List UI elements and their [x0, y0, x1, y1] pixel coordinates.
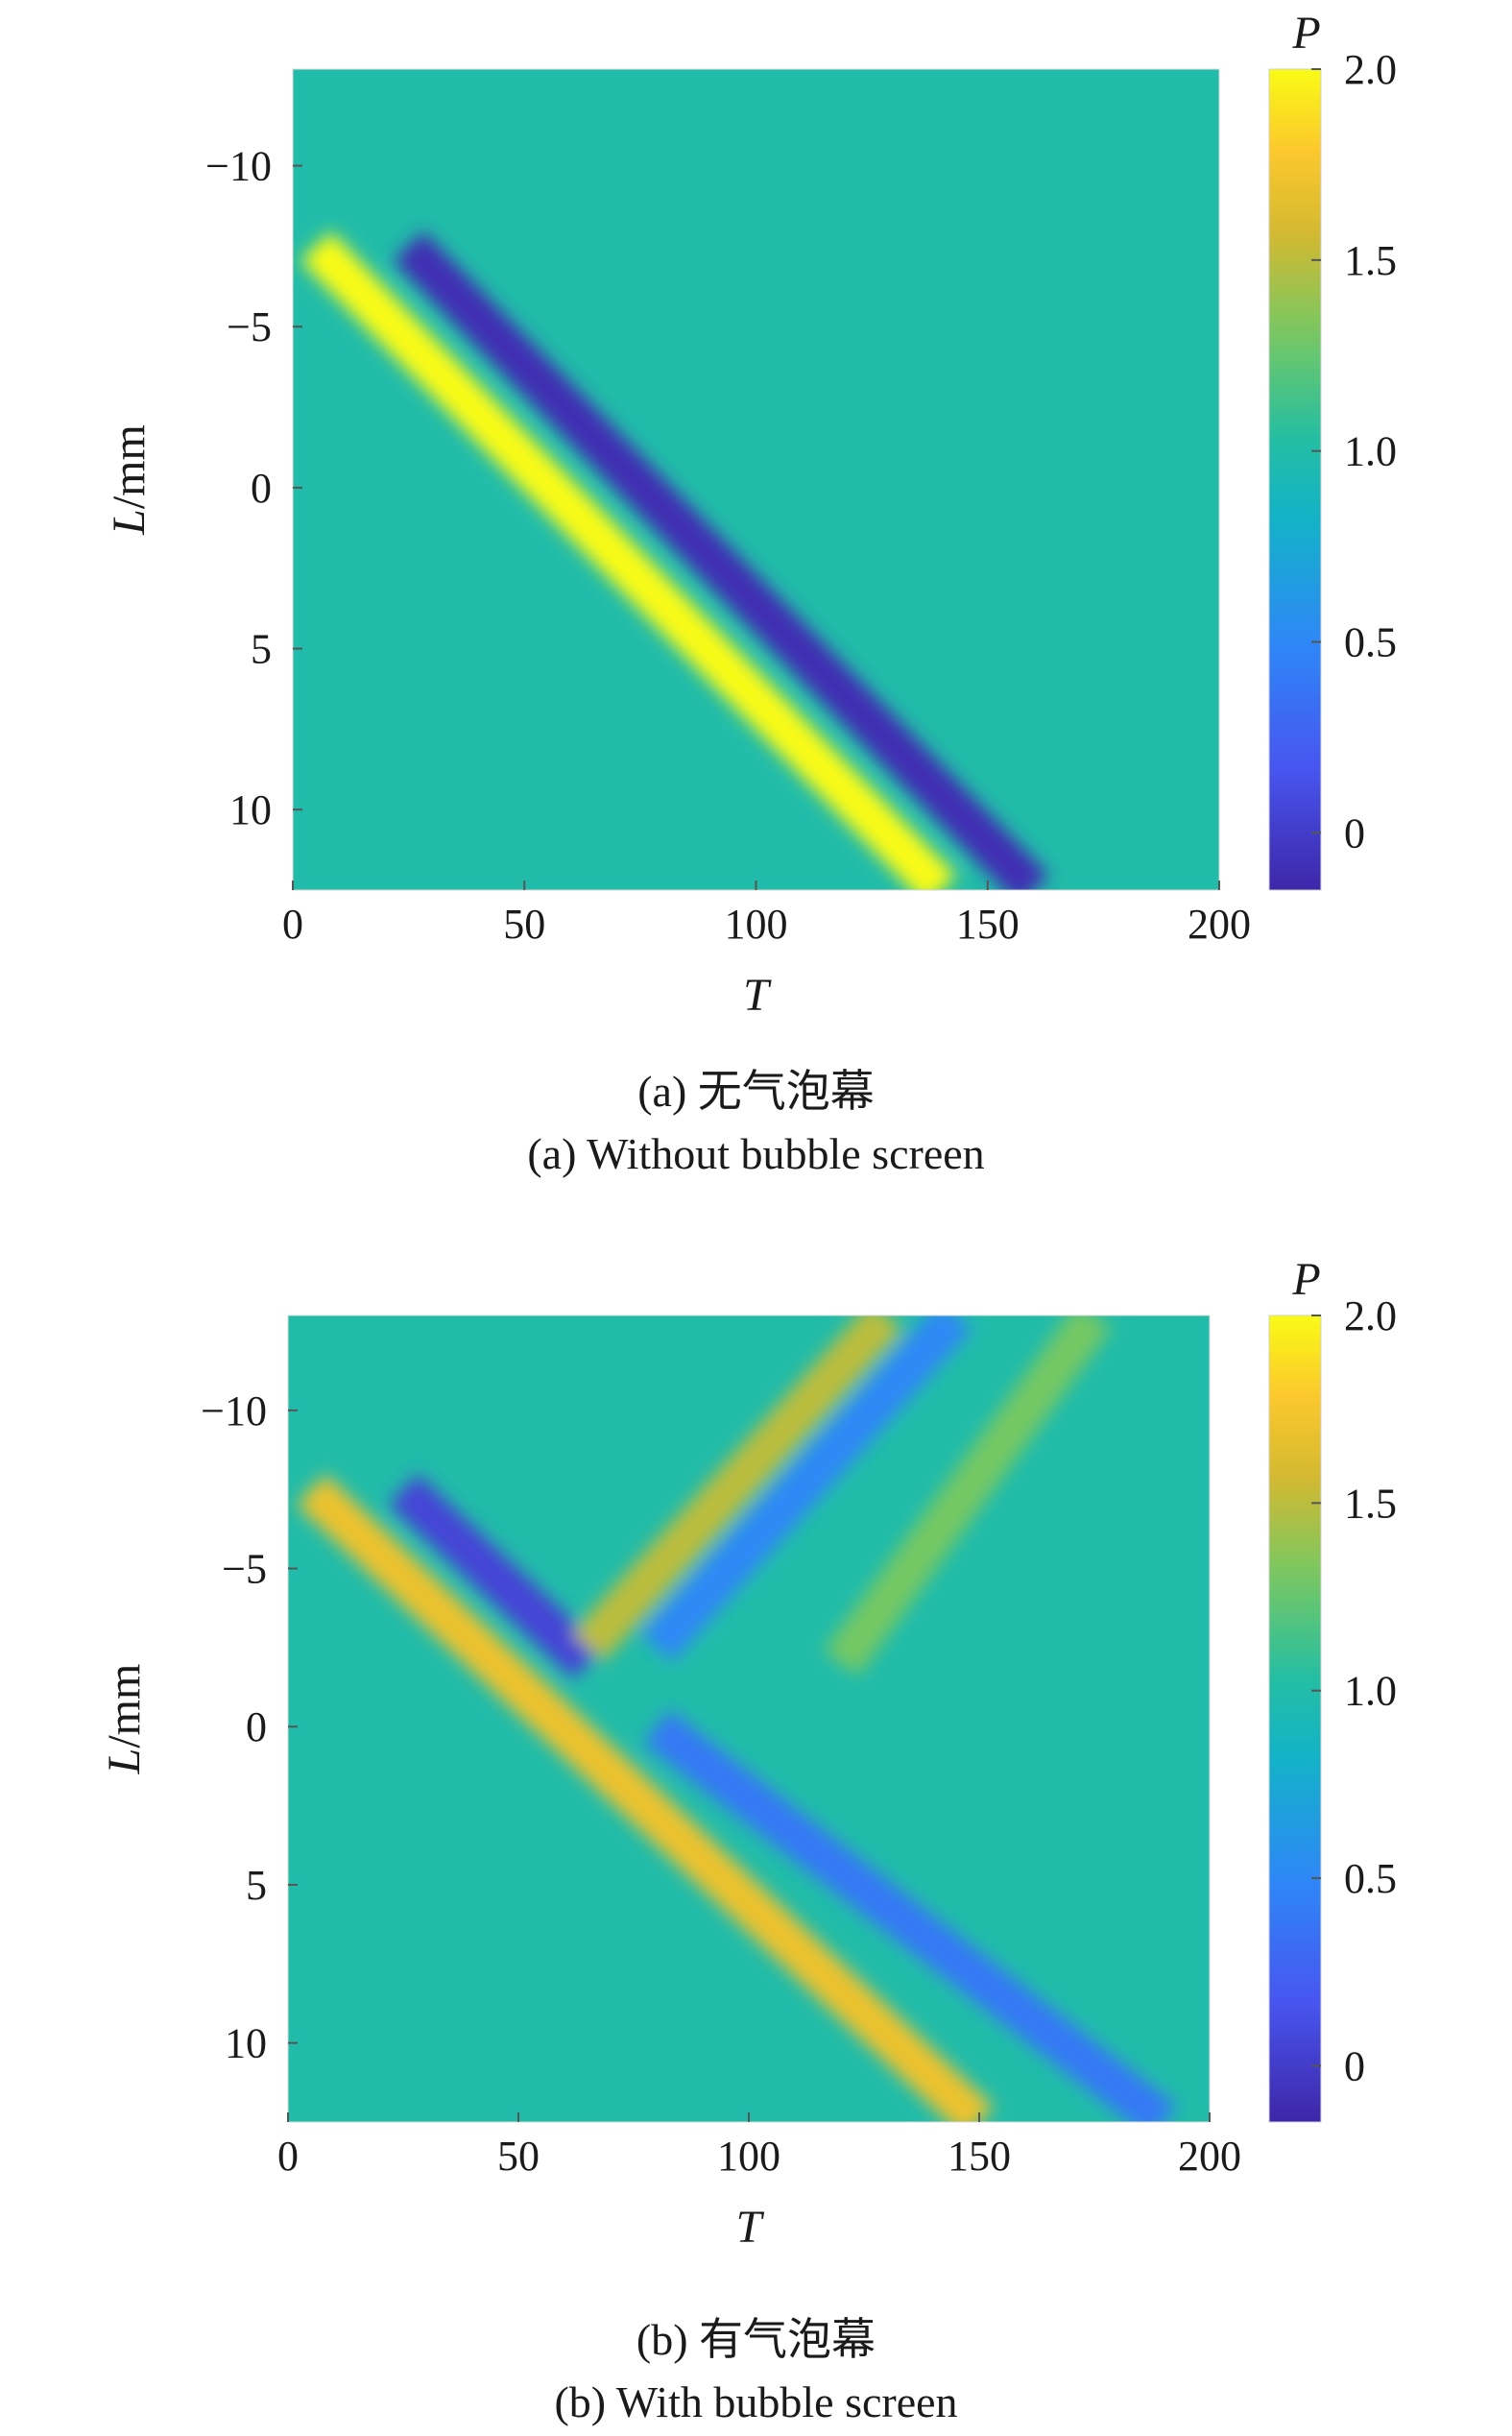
- wave-band-reflected-positive: [571, 1315, 903, 1662]
- heatmap-chart-a: 0 50 100 150 200 −10 −5 0 5 10 T L/mm 2.0 1.5 1.0 0.5 0 P: [104, 8, 1397, 1021]
- x-tick-label: 200: [1178, 2133, 1241, 2180]
- y-tick-label: −5: [227, 303, 272, 350]
- colorbar-tick-label: 2.0: [1344, 46, 1397, 93]
- wave-band-incident-positive: [296, 1474, 995, 2122]
- colorbar-tick-label: 0: [1344, 2042, 1365, 2089]
- x-tick-label: 150: [956, 901, 1020, 948]
- plot-background: [293, 69, 1219, 890]
- y-tick-label: 5: [246, 1862, 267, 1909]
- colorbar: [1268, 68, 1322, 891]
- y-tick-label: 10: [229, 786, 272, 833]
- x-tick-label: 150: [948, 2133, 1011, 2180]
- colorbar-tick-label: 0: [1344, 809, 1365, 856]
- heatmap-chart-b: 0 50 100 150 200 −10 −5 0 5 10 T L/mm 2.0 1.5 1.0 0.5 0 P: [99, 1254, 1397, 2253]
- y-tick-label: −10: [201, 1387, 267, 1435]
- colorbar-tick-label: 1.5: [1344, 1480, 1397, 1527]
- y-tick-label: 0: [246, 1703, 267, 1750]
- wave-band-negative-pulse: [393, 231, 1049, 890]
- colorbar-label: P: [1291, 8, 1320, 59]
- colorbar: [1268, 1314, 1322, 2123]
- caption-en-b: (b) With bubble screen: [554, 2377, 958, 2426]
- y-axis-title: L/mm: [99, 1664, 150, 1775]
- wave-band-reflected-weak: [824, 1315, 1112, 1676]
- x-tick-label: 50: [497, 2133, 540, 2180]
- x-tick-label: 0: [277, 2133, 299, 2180]
- colorbar-tick-label: 0.5: [1344, 1855, 1397, 1902]
- chart-panel-b: 0 50 100 150 200 −10 −5 0 5 10 T L/mm 2.0 1.5 1.0 0.5 0 P…: [0, 1248, 1512, 2436]
- y-tick-label: 10: [225, 2020, 267, 2067]
- y-axis-title: L/mm: [104, 424, 155, 536]
- colorbar-label: P: [1291, 1254, 1320, 1305]
- x-tick-label: 200: [1188, 901, 1251, 948]
- x-tick-label: 100: [717, 2133, 780, 2180]
- wave-band-reflected-negative: [640, 1315, 972, 1662]
- colorbar-tick-label: 2.0: [1344, 1292, 1397, 1339]
- colorbar-tick-label: 1.5: [1344, 237, 1397, 284]
- y-tick-label: −10: [205, 143, 272, 190]
- colorbar-tick-label: 1.0: [1344, 1668, 1397, 1715]
- y-tick-label: −5: [222, 1546, 267, 1593]
- colorbar-tick-label: 1.0: [1344, 428, 1397, 475]
- x-axis-title: T: [743, 970, 772, 1021]
- wave-band-incident-negative: [388, 1474, 603, 1679]
- x-tick-label: 50: [503, 901, 545, 948]
- caption-en-a: (a) Without bubble screen: [527, 1129, 985, 1178]
- caption-zh-a: (a) 无气泡幕: [637, 1067, 875, 1116]
- x-tick-label: 0: [282, 901, 303, 948]
- wave-band-transmitted-negative: [643, 1709, 1177, 2122]
- x-axis-title: T: [736, 2202, 765, 2253]
- plot-background: [288, 1315, 1210, 2122]
- chart-panel-a: 0 50 100 150 200 −10 −5 0 5 10 T L/mm 2.0 1.5 1.0 0.5 0 P…: [0, 0, 1512, 1215]
- y-tick-label: 5: [251, 626, 272, 673]
- y-tick-label: 0: [251, 465, 272, 512]
- colorbar-tick-label: 0.5: [1344, 619, 1397, 666]
- wave-band-positive-pulse: [300, 231, 957, 890]
- x-tick-label: 100: [725, 901, 788, 948]
- caption-zh-b: (b) 有气泡幕: [636, 2315, 876, 2364]
